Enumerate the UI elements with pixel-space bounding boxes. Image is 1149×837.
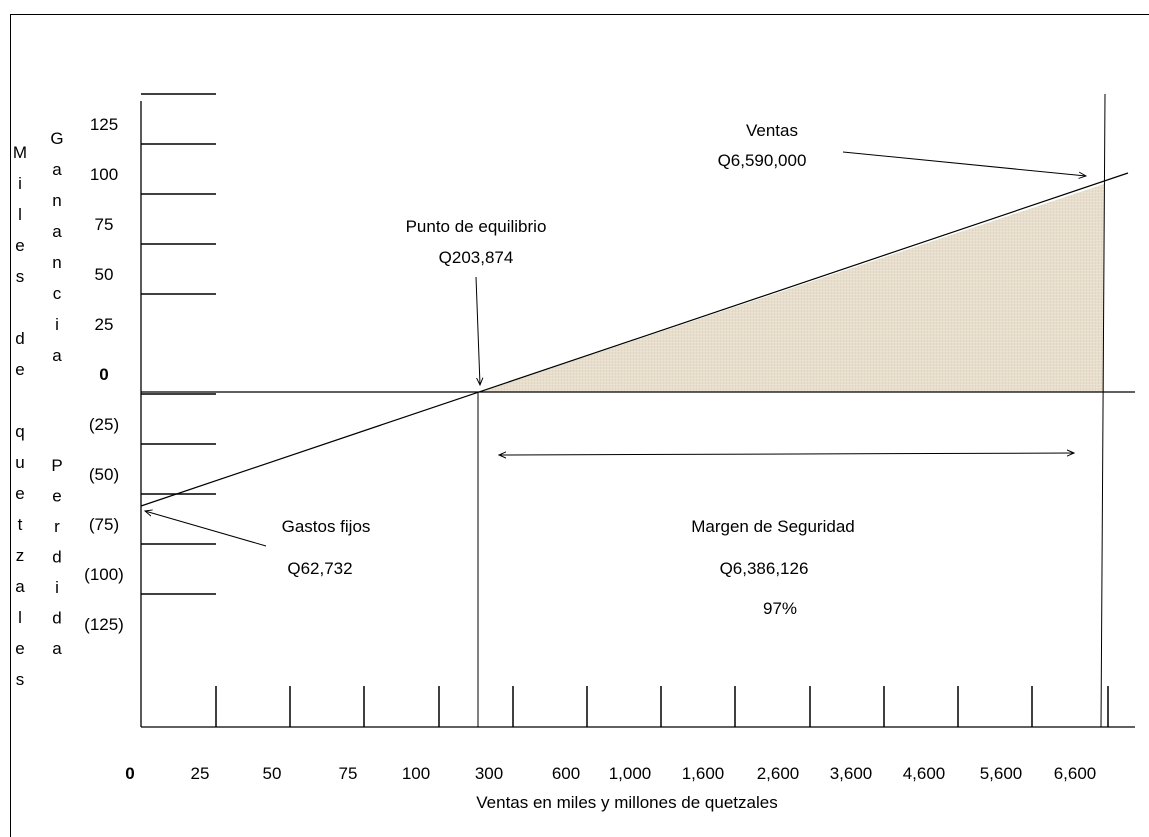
margen-arrow <box>499 453 1074 455</box>
y-label-letter: a <box>52 222 62 241</box>
margen-percent: 97% <box>763 599 797 618</box>
y-label-letter: c <box>53 284 62 303</box>
y-label-letter: e <box>15 484 24 503</box>
x-tick-label: 0 <box>125 764 134 783</box>
x-tick-label: 300 <box>475 764 503 783</box>
x-tick-label: 75 <box>339 764 358 783</box>
punto-equilibrio-arrow <box>475 276 480 385</box>
y-label-letter: s <box>16 670 25 689</box>
y-label-letter: e <box>52 487 61 506</box>
x-tick-label: 1,600 <box>682 764 725 783</box>
y-label-letter: i <box>55 315 59 334</box>
y-tick-label: (125) <box>84 615 124 634</box>
profit-area <box>480 184 1104 392</box>
x-tick-label: 100 <box>402 764 430 783</box>
x-tick-marks <box>215 686 1109 727</box>
x-tick-label: 6,600 <box>1054 764 1097 783</box>
chart-frame <box>10 14 1149 837</box>
y-label-letter: s <box>16 267 25 286</box>
y-label-letter: a <box>15 577 25 596</box>
margen-label: Margen de Seguridad <box>691 517 855 536</box>
ventas-label: Ventas <box>746 121 798 140</box>
y-label-letter: l <box>18 205 22 224</box>
y-tick-label: (100) <box>84 565 124 584</box>
gastos-fijos-label: Gastos fijos <box>282 517 371 536</box>
y-label-letter: e <box>15 639 24 658</box>
series-line <box>140 172 1129 507</box>
x-tick-label: 2,600 <box>757 764 800 783</box>
y-label-letter: n <box>52 253 61 272</box>
gastos-fijos-arrow <box>145 511 267 547</box>
x-tick-label: 25 <box>191 764 210 783</box>
y-label-letter: d <box>52 548 61 567</box>
y-tick-label: 25 <box>95 315 114 334</box>
sales-line <box>1100 93 1106 728</box>
y-label-letter: i <box>55 578 59 597</box>
y-label-letter: M <box>13 143 27 162</box>
y-label-letter: G <box>50 129 63 148</box>
y-tick-labels: 125 100 75 50 25 0 (25) (50) (75) (100) (125) <box>84 115 124 634</box>
y-tick-label: 100 <box>90 165 118 184</box>
y-label-letter: P <box>51 456 62 475</box>
y-label-letter: q <box>15 422 24 441</box>
x-tick-labels: 0 25 50 75 100 300 600 1,000 1,600 2,600 3,600 4,60… <box>125 764 1096 783</box>
x-tick-label: 1,000 <box>609 764 652 783</box>
ventas-arrow <box>842 151 1086 176</box>
y-tick-label: (50) <box>89 465 119 484</box>
y-tick-label: 50 <box>95 265 114 284</box>
y-tick-label: 125 <box>90 115 118 134</box>
y-tick-label: (75) <box>89 515 119 534</box>
y-label-letter: a <box>52 346 62 365</box>
y-label-letter: l <box>18 608 22 627</box>
y-label-letter: n <box>52 191 61 210</box>
x-tick-label: 600 <box>552 764 580 783</box>
x-tick-label: 3,600 <box>830 764 873 783</box>
y-tick-label: 75 <box>95 215 114 234</box>
y-label-letter: e <box>15 360 24 379</box>
y-tick-marks <box>141 93 216 595</box>
y-label-letter: d <box>15 329 24 348</box>
y-tick-label: (25) <box>89 415 119 434</box>
punto-equilibrio-value: Q203,874 <box>439 248 514 267</box>
x-axis-title: Ventas en miles y millones de quetzales <box>476 793 777 812</box>
y-label-letter: t <box>18 515 23 534</box>
y-label-letter: a <box>52 639 62 658</box>
y-label-letter: u <box>15 453 24 472</box>
y-label-letter: a <box>52 160 62 179</box>
gastos-fijos-value: Q62,732 <box>287 559 352 578</box>
y-label-letter: z <box>16 546 25 565</box>
ventas-value: Q6,590,000 <box>718 151 807 170</box>
x-tick-label: 50 <box>263 764 282 783</box>
y-label-letter: e <box>15 236 24 255</box>
punto-equilibrio-label: Punto de equilibrio <box>406 217 547 236</box>
y-label-letter: i <box>18 174 22 193</box>
y-label-letter: r <box>54 517 60 536</box>
x-tick-label: 5,600 <box>980 764 1023 783</box>
margen-value: Q6,386,126 <box>720 559 809 578</box>
y-label-letter: d <box>52 609 61 628</box>
y-tick-label: 0 <box>99 365 108 384</box>
x-tick-label: 4,600 <box>903 764 946 783</box>
